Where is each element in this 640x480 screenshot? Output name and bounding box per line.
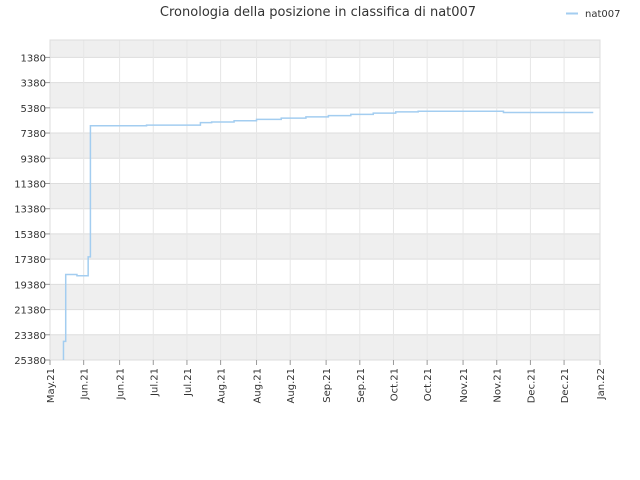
series-lines	[62, 110, 594, 360]
plot-background-bands	[50, 40, 600, 360]
y-tick-label: 11380	[14, 179, 46, 190]
x-axis: May.21 Jun.21 Jun.21 Jul.21 Jul.21 Aug.21 Aug.…	[46, 360, 607, 403]
plot-band	[50, 133, 600, 159]
y-tick-label: 5380	[21, 104, 46, 115]
legend: nat007	[566, 9, 620, 20]
y-axis: 1380 3380 5380 7380 9380 11380 13380 15380 17380…	[14, 53, 50, 367]
plot-band	[50, 208, 600, 234]
x-tick-label: Aug.21	[286, 368, 297, 403]
plot-band	[50, 284, 600, 310]
plot-band	[50, 259, 600, 285]
x-tick-label: Jan.22	[596, 368, 607, 400]
x-tick-label: Aug.21	[253, 368, 264, 403]
plot-band	[50, 107, 600, 134]
x-tick-label: Nov.21	[459, 368, 470, 403]
plot-frame	[49, 39, 601, 361]
y-tick-label: 25380	[14, 356, 46, 367]
plot-band	[50, 334, 600, 360]
x-tick-label: Dec.21	[526, 368, 537, 403]
chart-title: Cronologia della posizione in classifica…	[160, 5, 476, 20]
x-tick-label: Jun.21	[80, 368, 91, 401]
y-tick-label: 9380	[21, 154, 46, 165]
plot-band	[50, 40, 600, 58]
x-tick-label: Sep.21	[356, 368, 367, 403]
y-tick-label: 3380	[21, 79, 46, 90]
plot-band	[50, 57, 600, 83]
x-tick-label: May.21	[46, 368, 57, 403]
y-tick-label: 15380	[14, 230, 46, 241]
plot-band	[50, 233, 600, 260]
plot-band	[50, 82, 600, 108]
y-tick-label: 7380	[21, 129, 46, 140]
x-tick-label: Jul.21	[149, 368, 160, 397]
x-tick-label: Nov.21	[493, 368, 504, 403]
y-tick-label: 19380	[14, 280, 46, 291]
y-tick-label: 17380	[14, 255, 46, 266]
plot-band	[50, 183, 600, 209]
y-tick-label: 1380	[21, 53, 46, 64]
plot-band	[50, 158, 600, 184]
y-tick-label: 21380	[14, 306, 46, 317]
plot-band	[50, 309, 600, 335]
x-tick-label: Sep.21	[322, 368, 333, 403]
x-tick-label: Dec.21	[560, 368, 571, 403]
series-line-nat007	[62, 110, 594, 360]
legend-label-nat007: nat007	[585, 9, 620, 20]
x-tick-label: Aug.21	[217, 368, 228, 403]
x-tick-label: Jul.21	[183, 368, 194, 397]
x-tick-label: Oct.21	[423, 368, 434, 401]
x-tick-label: Oct.21	[389, 368, 400, 401]
x-tick-label: Jun.21	[116, 368, 127, 401]
y-tick-label: 13380	[14, 205, 46, 216]
y-tick-label: 23380	[14, 331, 46, 342]
